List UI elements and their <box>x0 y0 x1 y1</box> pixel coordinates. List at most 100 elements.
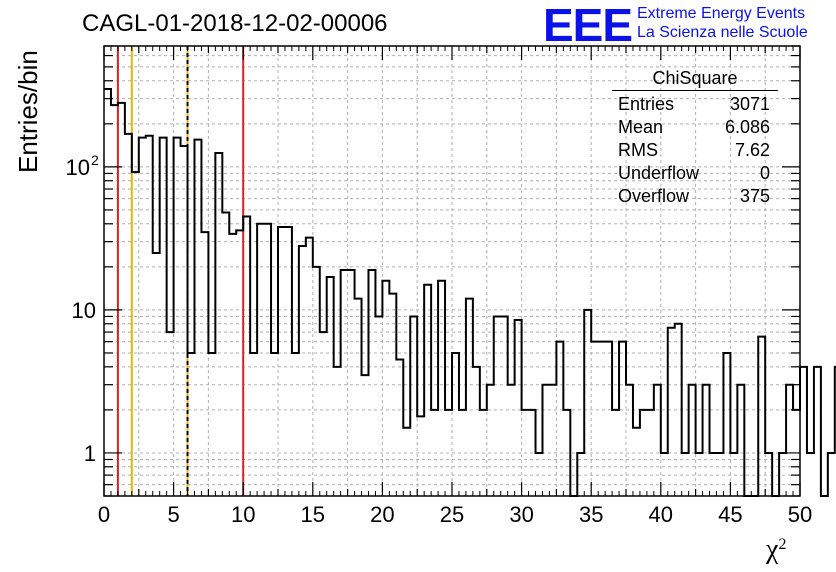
stats-value: 3071 <box>729 94 770 114</box>
histogram-title: CAGL-01-2018-12-02-00006 <box>82 10 388 37</box>
x-tick-label: 45 <box>718 502 742 527</box>
histogram-bin <box>368 270 375 496</box>
stats-label: Overflow <box>618 186 690 206</box>
histogram-bin <box>619 342 626 496</box>
histogram-bin <box>549 385 556 496</box>
x-axis-label-superscript: 2 <box>778 536 787 553</box>
stats-label: Entries <box>618 94 675 114</box>
stats-row-rms: RMS 7.62 <box>612 139 778 162</box>
histogram-bin <box>438 281 445 496</box>
histogram-bin <box>167 332 174 496</box>
histogram-bin <box>828 453 835 496</box>
histogram-bin <box>487 385 494 496</box>
histogram-bin <box>236 230 243 496</box>
histogram-bin <box>299 246 306 496</box>
logo-line-2: La Scienza nelle Scuole <box>637 24 808 41</box>
histogram-bin <box>222 212 229 496</box>
x-tick-label: 35 <box>579 502 603 527</box>
stats-value: 6.086 <box>724 117 770 137</box>
y-tick-label: 10 <box>66 155 90 180</box>
histogram-bin <box>410 316 417 496</box>
histogram-bin <box>584 310 591 496</box>
histogram-bin <box>723 353 730 496</box>
histogram-bin <box>473 367 480 496</box>
x-axis-label-base: χ <box>766 534 779 565</box>
stats-value: 375 <box>739 186 770 206</box>
histogram-bin <box>264 224 271 496</box>
x-tick-labels: 0 5 10 15 20 25 30 35 40 45 50 <box>98 502 812 527</box>
stats-value: 0 <box>759 163 770 183</box>
histogram-bin <box>348 270 355 496</box>
histogram-bin <box>125 134 132 496</box>
reference-lines <box>116 46 245 496</box>
stats-label: Underflow <box>618 163 700 183</box>
x-tick-label: 25 <box>440 502 464 527</box>
histogram-bin <box>382 281 389 496</box>
histogram-bin <box>689 385 696 496</box>
histogram-bin <box>633 428 640 496</box>
histogram-bin <box>292 353 299 496</box>
histogram-bin <box>703 385 710 496</box>
histogram-bin <box>250 353 257 496</box>
stats-box: ChiSquare Entries 3071 Mean 6.086 RMS 7.… <box>612 68 778 208</box>
histogram-bin <box>807 453 814 496</box>
x-tick-label: 40 <box>649 502 673 527</box>
x-tick-label: 5 <box>167 502 179 527</box>
histogram-bin <box>375 316 382 496</box>
eee-logo: EEE <box>543 0 633 51</box>
histogram-bin <box>320 332 327 496</box>
stats-value: 7.62 <box>734 140 770 160</box>
histogram-bin <box>146 136 153 496</box>
axis-ticks <box>103 45 801 497</box>
stats-row-overflow: Overflow 375 <box>612 185 778 208</box>
x-tick-label: 15 <box>301 502 325 527</box>
histogram-bin <box>334 367 341 496</box>
histogram-bin <box>118 103 125 496</box>
histogram-bin <box>271 353 278 496</box>
x-tick-label: 10 <box>231 502 255 527</box>
stats-row-mean: Mean 6.086 <box>612 116 778 139</box>
histogram-bin <box>341 270 348 496</box>
histogram-bin <box>542 385 549 496</box>
histogram-bin <box>758 337 765 496</box>
histogram-bin <box>188 353 195 496</box>
histogram-bin <box>201 232 208 496</box>
x-tick-label: 0 <box>98 502 110 527</box>
x-tick-label: 50 <box>788 502 812 527</box>
stats-label: Mean <box>618 117 664 137</box>
y-axis-label: Entries/bin <box>13 50 43 173</box>
histogram-bin <box>104 89 111 496</box>
histogram-bin <box>737 385 744 496</box>
y-tick-label: 1 <box>84 441 96 466</box>
histogram-bin <box>814 367 821 496</box>
histogram-bin <box>786 385 793 496</box>
histogram-outline <box>104 88 836 497</box>
histogram-bin <box>417 416 424 496</box>
histogram-bin <box>313 267 320 496</box>
histogram-bin <box>626 385 633 496</box>
stats-row-underflow: Underflow 0 <box>612 162 778 185</box>
histogram-bin <box>800 367 807 496</box>
histogram-bin <box>598 342 605 496</box>
y-tick-label-exponent: 2 <box>91 152 99 168</box>
x-axis-label: χ2 <box>766 534 786 566</box>
histogram-bin <box>508 385 515 496</box>
histogram-bin <box>208 353 215 496</box>
histogram-bin <box>605 342 612 496</box>
histogram-bin <box>591 342 598 496</box>
histogram-bars <box>104 88 836 497</box>
logo-line-1: Extreme Energy Events <box>637 5 806 22</box>
x-tick-label: 20 <box>370 502 394 527</box>
stats-label: RMS <box>618 140 658 160</box>
histogram-bin <box>403 428 410 496</box>
histogram-bin <box>494 316 501 496</box>
histogram-bin <box>229 234 236 496</box>
histogram-bin <box>654 385 661 496</box>
histogram-bin <box>515 320 522 496</box>
histogram-bin <box>452 353 459 496</box>
histogram-bin <box>215 153 222 496</box>
histogram-bin <box>362 375 369 496</box>
histogram-bin <box>556 342 563 496</box>
